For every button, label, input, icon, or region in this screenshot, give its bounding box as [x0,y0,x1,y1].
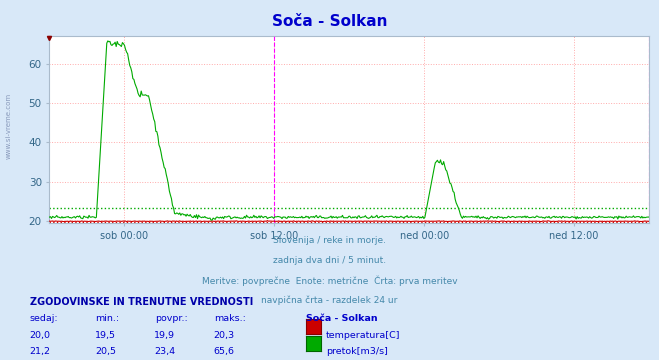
Text: 20,3: 20,3 [214,330,235,340]
Text: pretok[m3/s]: pretok[m3/s] [326,347,388,356]
Text: 21,2: 21,2 [29,347,50,356]
Text: maks.:: maks.: [214,314,246,323]
Text: min.:: min.: [96,314,120,323]
Text: sedaj:: sedaj: [30,314,58,323]
Text: 23,4: 23,4 [154,347,175,356]
Text: 20,5: 20,5 [95,347,116,356]
Text: 19,5: 19,5 [95,330,116,340]
Text: Meritve: povprečne  Enote: metrične  Črta: prva meritev: Meritve: povprečne Enote: metrične Črta:… [202,275,457,286]
Text: navpična črta - razdelek 24 ur: navpična črta - razdelek 24 ur [262,295,397,305]
Text: 19,9: 19,9 [154,330,175,340]
Text: Soča - Solkan: Soča - Solkan [306,314,378,323]
Text: ZGODOVINSKE IN TRENUTNE VREDNOSTI: ZGODOVINSKE IN TRENUTNE VREDNOSTI [30,297,253,307]
Text: www.si-vreme.com: www.si-vreme.com [5,93,12,159]
Text: Slovenija / reke in morje.: Slovenija / reke in morje. [273,236,386,245]
Text: zadnja dva dni / 5 minut.: zadnja dva dni / 5 minut. [273,256,386,265]
Text: 20,0: 20,0 [29,330,50,340]
Text: povpr.:: povpr.: [155,314,188,323]
Text: 65,6: 65,6 [214,347,235,356]
Text: temperatura[C]: temperatura[C] [326,330,401,340]
Text: Soča - Solkan: Soča - Solkan [272,14,387,30]
